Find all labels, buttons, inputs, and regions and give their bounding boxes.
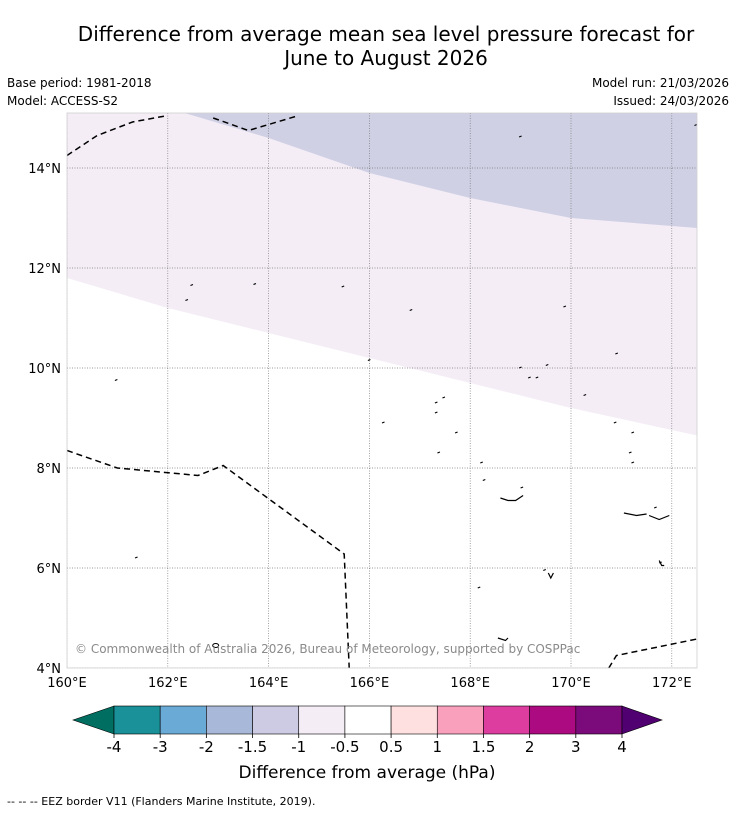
lat-tick-label: 8°N (37, 462, 62, 477)
island (134, 556, 138, 559)
colorbar-tick-label: 3 (571, 738, 581, 756)
eez-border (67, 449, 350, 668)
lon-tick-label: 166°E (350, 676, 390, 691)
colorbar-segment (344, 705, 392, 735)
colorbar-extend-high (621, 705, 663, 735)
atoll (658, 560, 665, 567)
eez-legend-note: -- -- -- EEZ border V11 (Flanders Marine… (7, 795, 316, 808)
island (694, 123, 697, 127)
colorbar-segment (159, 705, 207, 735)
island (563, 305, 567, 308)
island (518, 366, 522, 369)
copyright-text: © Commonwealth of Australia 2026, Bureau… (75, 642, 580, 656)
issued-date: Issued: 24/03/2026 (613, 94, 729, 108)
atoll (500, 495, 524, 502)
island (253, 282, 257, 286)
island (613, 421, 617, 424)
island (653, 506, 657, 509)
lat-tick-label: 14°N (28, 162, 61, 177)
atoll (648, 514, 670, 521)
island (185, 298, 189, 302)
island (631, 431, 635, 434)
title-line-2: June to August 2026 (284, 46, 488, 70)
island (631, 461, 635, 464)
map-frame (66, 112, 698, 669)
island (381, 421, 385, 424)
title-line-1: Difference from average mean sea level p… (77, 22, 695, 46)
island (434, 411, 438, 414)
colorbar-tick-label: -1.5 (238, 738, 267, 756)
chart-title: Difference from average mean sea level p… (36, 22, 736, 70)
base-period: Base period: 1981-2018 (7, 76, 152, 90)
island (212, 643, 220, 648)
colorbar-segment (113, 705, 161, 735)
island (409, 308, 413, 312)
atoll (497, 637, 509, 642)
island (527, 376, 531, 379)
island (437, 451, 441, 454)
colorbar-extend-low (72, 705, 115, 735)
atoll (547, 572, 554, 580)
colorbar-tick-label: -3 (153, 738, 168, 756)
island (520, 486, 524, 489)
eez-border (608, 638, 697, 668)
lon-tick-label: 168°E (450, 676, 490, 691)
colorbar-tick-label: 1 (432, 738, 442, 756)
atoll (623, 512, 647, 517)
lat-tick-label: 10°N (28, 362, 61, 377)
colorbar-tick-label: -2 (199, 738, 214, 756)
model-name: Model: ACCESS-S2 (7, 94, 119, 108)
island (341, 285, 345, 288)
colorbar-segment (206, 705, 253, 735)
island (454, 431, 458, 434)
colorbar-tick-label: 1.5 (472, 738, 496, 756)
lon-tick-label: 172°E (652, 676, 692, 691)
colorbar-tick-label: -0.5 (330, 738, 359, 756)
island (442, 396, 446, 399)
island (628, 451, 632, 454)
pressure-anomaly-region (184, 113, 697, 228)
eez-border (212, 114, 300, 132)
colorbar-title: Difference from average (hPa) (239, 763, 496, 783)
island (434, 401, 438, 404)
lat-tick-label: 12°N (28, 262, 61, 277)
island (545, 363, 549, 367)
colorbar-tick-label: -1 (291, 738, 306, 756)
lat-tick-label: 4°N (37, 662, 62, 677)
island (190, 283, 194, 287)
island (114, 378, 118, 382)
colorbar-segment (298, 705, 346, 735)
meta-left: Base period: 1981-2018 Model: ACCESS-S2 (7, 74, 152, 110)
colorbar-tick-label: -4 (107, 738, 122, 756)
island (543, 568, 547, 572)
colorbar-segment (483, 705, 530, 735)
colorbar-segment (529, 705, 577, 735)
lon-tick-label: 162°E (148, 676, 188, 691)
island (480, 461, 484, 464)
eez-border (67, 114, 168, 157)
island (367, 358, 371, 362)
island (615, 352, 619, 355)
island (482, 478, 486, 482)
lat-tick-label: 6°N (37, 562, 62, 577)
colorbar-tick-label: 0.5 (379, 738, 403, 756)
colorbar-segment (575, 705, 623, 735)
lon-tick-label: 170°E (551, 676, 591, 691)
colorbar-tick-label: 2 (525, 738, 535, 756)
meta-right: Model run: 21/03/2026 Issued: 24/03/2026 (592, 74, 729, 110)
colorbar-tick-label: 4 (617, 738, 627, 756)
lon-tick-label: 160°E (47, 676, 87, 691)
island (518, 135, 522, 138)
island (583, 393, 587, 397)
colorbar: -4 -3 -2 -1.5 -1 -0.5 0.5 1 1.5 2 3 4 Difference fro… (72, 705, 663, 783)
island (477, 586, 481, 589)
island (535, 376, 539, 379)
colorbar-segment (436, 705, 484, 735)
colorbar-segment (252, 705, 300, 735)
model-run: Model run: 21/03/2026 (591, 76, 729, 90)
colorbar-segment (390, 705, 438, 735)
lon-tick-label: 164°E (249, 676, 289, 691)
map-layer: © Commonwealth of Australia 2026, Bureau… (28, 112, 698, 691)
